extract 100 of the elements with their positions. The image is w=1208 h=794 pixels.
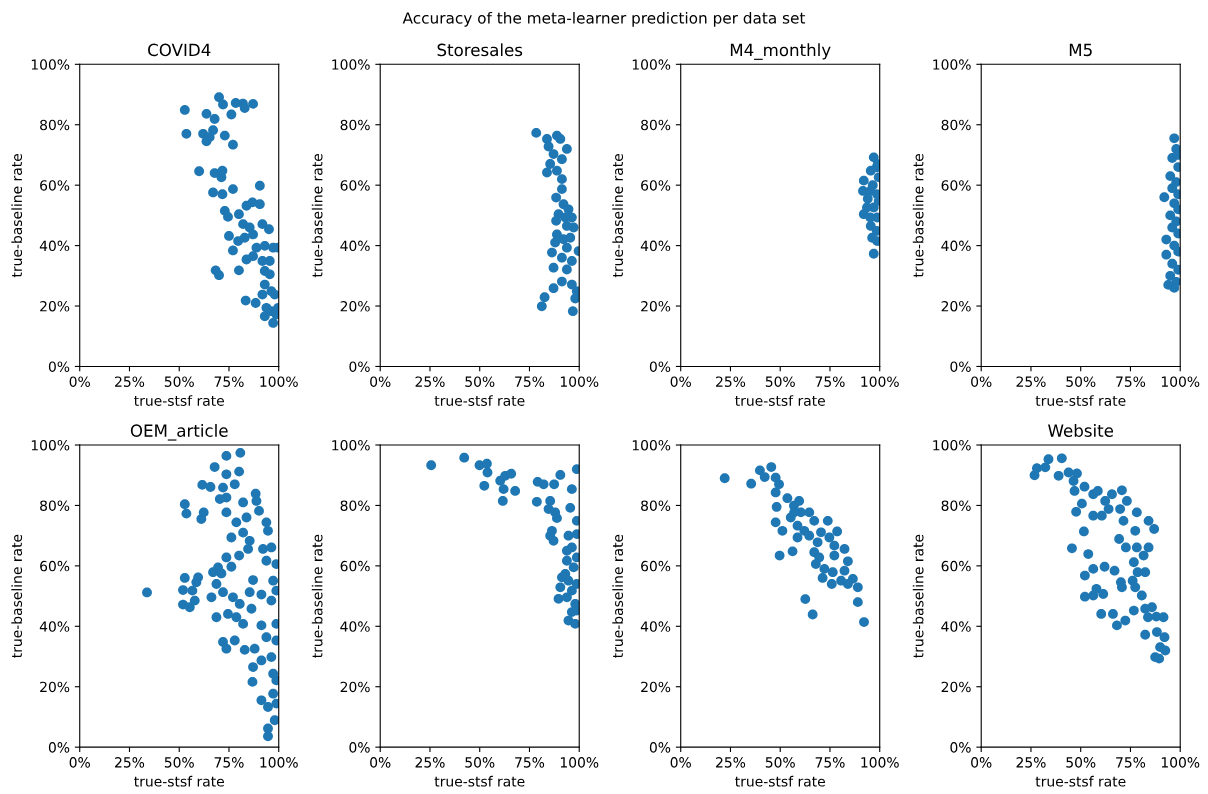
x-tick-label: 100%	[1161, 757, 1200, 768]
x-tick-label: 100%	[260, 376, 298, 387]
y-tick-label: 20%	[340, 301, 370, 312]
x-tick-label: 100%	[861, 757, 899, 768]
y-axis-title: true-baseline rate	[612, 534, 624, 658]
x-tick-label: 25%	[716, 376, 746, 387]
chart-title: OEM_article	[130, 424, 228, 441]
point	[561, 264, 572, 275]
point	[479, 480, 490, 491]
point	[826, 579, 837, 589]
x-tick-label: 25%	[415, 376, 445, 387]
point	[531, 127, 542, 138]
x-tick-label: 100%	[560, 757, 599, 768]
y-tick-label: 40%	[640, 621, 671, 632]
x-axis-title: true-stsf rate	[134, 395, 224, 406]
point	[777, 525, 788, 536]
chart-title: Website	[1048, 424, 1114, 437]
point	[842, 556, 853, 567]
point	[426, 460, 437, 471]
x-tick-label: 50%	[465, 757, 495, 768]
x-axis-title: true-stsf rate	[434, 775, 525, 787]
y-tick-label: 80%	[40, 500, 70, 511]
x-tick-label: 75%	[815, 376, 845, 387]
point	[547, 247, 557, 258]
point	[506, 468, 517, 479]
x-tick-label: 25%	[1016, 376, 1046, 387]
y-tick-label: 40%	[39, 240, 70, 252]
y-tick-label: 80%	[40, 119, 70, 131]
point	[531, 496, 542, 507]
x-tick-label: 100%	[861, 376, 899, 387]
x-tick-label: 25%	[716, 757, 746, 768]
y-tick-label: 40%	[340, 621, 370, 632]
point	[746, 478, 757, 489]
point	[759, 472, 770, 482]
point	[859, 617, 869, 627]
point	[548, 535, 559, 546]
y-tick-label: 20%	[40, 681, 70, 693]
x-axis-title: true-stsf rate	[735, 775, 825, 787]
x-tick-label: 75%	[214, 376, 244, 387]
point	[459, 452, 470, 463]
chart-title: M5	[1069, 43, 1092, 57]
y-tick-label: 80%	[340, 500, 370, 511]
point	[810, 559, 821, 569]
point	[719, 473, 730, 484]
y-tick-label: 100%	[933, 439, 971, 451]
y-tick-label: 100%	[31, 59, 70, 70]
point	[557, 276, 567, 287]
x-axis-title: true-stsf rate	[1035, 775, 1126, 787]
point	[817, 573, 828, 583]
point	[551, 215, 562, 226]
point	[571, 529, 580, 540]
point	[550, 237, 561, 248]
y-axis-title: true-baseline rate	[311, 153, 323, 278]
y-tick-label: 0%	[649, 742, 671, 753]
point	[568, 222, 579, 233]
x-tick-label: 75%	[214, 757, 244, 768]
x-axis-title: true-stsf rate	[134, 775, 224, 787]
point	[839, 544, 850, 554]
point	[565, 232, 576, 243]
point	[561, 555, 572, 566]
point	[807, 609, 818, 620]
point	[557, 252, 567, 263]
point	[839, 565, 850, 576]
point	[561, 545, 572, 556]
point	[852, 582, 863, 593]
x-tick-label: 0%	[971, 757, 992, 768]
y-tick-label: 20%	[941, 301, 971, 312]
point	[553, 593, 564, 604]
x-tick-label: 0%	[370, 376, 391, 387]
point	[755, 465, 765, 476]
y-tick-label: 100%	[31, 439, 70, 451]
y-tick-label: 40%	[640, 240, 671, 252]
y-tick-label: 40%	[941, 621, 971, 632]
x-tick-label: 25%	[115, 376, 145, 387]
y-tick-label: 60%	[641, 180, 671, 191]
x-axis-title: true-stsf rate	[434, 395, 525, 406]
y-tick-label: 0%	[48, 742, 70, 753]
x-tick-label: 0%	[69, 376, 90, 387]
x-tick-label: 50%	[1066, 757, 1096, 768]
x-tick-label: 0%	[670, 757, 691, 768]
x-tick-label: 50%	[164, 757, 194, 768]
point	[538, 479, 549, 490]
x-tick-label: 0%	[670, 376, 691, 387]
y-tick-label: 0%	[649, 361, 671, 372]
y-tick-label: 0%	[349, 742, 370, 753]
point	[570, 618, 580, 629]
point	[800, 594, 811, 605]
x-tick-label: 75%	[1116, 376, 1146, 387]
y-tick-label: 40%	[941, 240, 971, 252]
chart-title: COVID4	[148, 43, 211, 57]
point	[555, 582, 566, 593]
y-tick-label: 0%	[950, 742, 971, 753]
point	[482, 467, 493, 478]
point	[536, 301, 547, 312]
point	[571, 515, 580, 526]
point	[545, 159, 556, 169]
point	[812, 537, 823, 548]
x-tick-label: 25%	[115, 757, 145, 768]
x-tick-label: 0%	[971, 376, 992, 387]
y-tick-label: 0%	[48, 361, 70, 372]
